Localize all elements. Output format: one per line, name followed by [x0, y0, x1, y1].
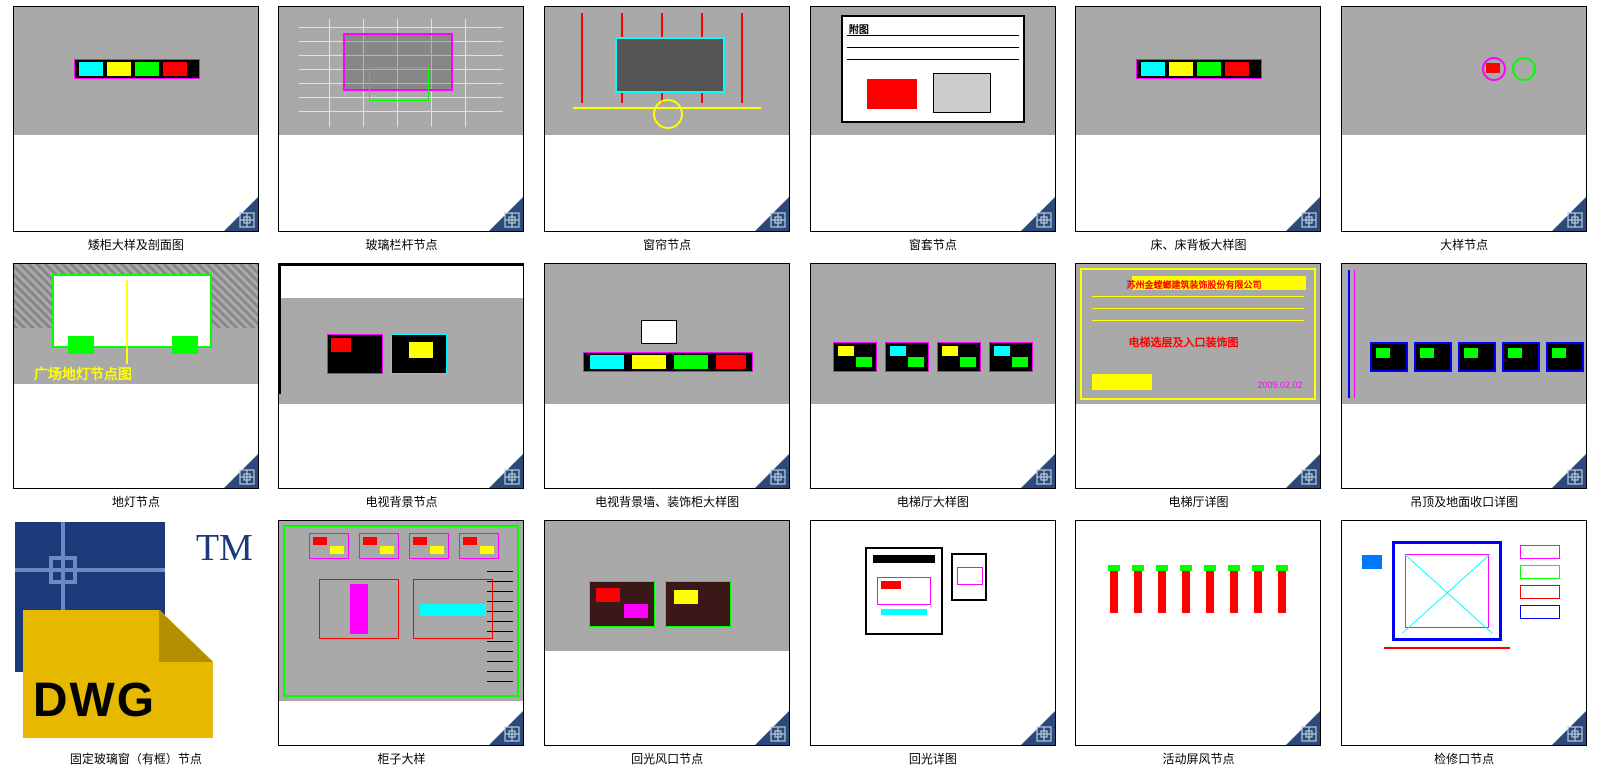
file-label: 矮柜大样及剖面图 [88, 236, 184, 253]
file-item[interactable]: 检修口节点 [1336, 520, 1592, 767]
file-item[interactable]: 大样节点 [1336, 6, 1592, 253]
dwg-badge-icon [1021, 197, 1055, 231]
file-label: 电视背景节点 [365, 493, 437, 510]
dwg-text: DWG [33, 673, 156, 728]
dwg-badge-icon [755, 197, 789, 231]
file-thumbnail[interactable] [1075, 6, 1321, 232]
file-item[interactable]: 柜子大样 [274, 520, 530, 767]
file-label: 固定玻璃窗（有框）节点 [70, 750, 202, 767]
file-label: 窗帘节点 [643, 236, 691, 253]
file-thumbnail[interactable] [544, 520, 790, 746]
file-item[interactable]: 电视背景墙、装饰柜大样图 [539, 263, 795, 510]
file-item[interactable]: 广场地灯节点图 地灯节点 [8, 263, 264, 510]
file-thumbnail[interactable] [278, 6, 524, 232]
file-label: 地灯节点 [112, 493, 160, 510]
file-thumbnail[interactable] [1075, 520, 1321, 746]
file-label: 检修口节点 [1434, 750, 1494, 767]
dwg-badge-icon [1021, 454, 1055, 488]
file-item[interactable]: 窗帘节点 [539, 6, 795, 253]
file-thumbnail[interactable] [278, 520, 524, 746]
file-label: 玻璃栏杆节点 [365, 236, 437, 253]
file-label: 窗套节点 [909, 236, 957, 253]
file-item[interactable]: TM DWG 固定玻璃窗（有框）节点 [8, 520, 264, 767]
file-label: 大样节点 [1440, 236, 1488, 253]
file-thumbnail-grid: 矮柜大样及剖面图 玻璃栏杆节点 窗帘节点 附图 [0, 0, 1600, 773]
file-item[interactable]: 附图 窗套节点 [805, 6, 1061, 253]
file-thumbnail[interactable] [544, 263, 790, 489]
file-thumbnail[interactable] [278, 263, 524, 489]
dwg-badge-icon [1552, 454, 1586, 488]
file-label: 回光详图 [909, 750, 957, 767]
file-item[interactable]: 回光风口节点 [539, 520, 795, 767]
dwg-badge-icon [1552, 711, 1586, 745]
dwg-badge-icon [755, 454, 789, 488]
file-item[interactable]: 电视背景节点 [274, 263, 530, 510]
file-label: 活动屏风节点 [1162, 750, 1234, 767]
file-item[interactable]: 电梯厅大样图 [805, 263, 1061, 510]
tm-label: TM [196, 526, 253, 570]
file-thumbnail[interactable] [1341, 520, 1587, 746]
file-label: 床、床背板大样图 [1150, 236, 1246, 253]
dwg-badge-icon [1286, 711, 1320, 745]
dwg-badge-icon [1286, 454, 1320, 488]
file-thumbnail[interactable] [810, 520, 1056, 746]
dwg-badge-icon [1021, 711, 1055, 745]
file-label: 电梯厅大样图 [897, 493, 969, 510]
dwg-badge-icon [489, 454, 523, 488]
file-item[interactable]: 矮柜大样及剖面图 [8, 6, 264, 253]
dwg-badge-icon [489, 711, 523, 745]
file-thumbnail[interactable] [1341, 6, 1587, 232]
file-thumbnail[interactable] [544, 6, 790, 232]
file-item[interactable]: 活动屏风节点 [1071, 520, 1327, 767]
dwg-badge-icon [1286, 197, 1320, 231]
file-thumbnail[interactable] [810, 263, 1056, 489]
file-label: 吊顶及地面收口详图 [1410, 493, 1518, 510]
file-label: 回光风口节点 [631, 750, 703, 767]
file-label: 电视背景墙、装饰柜大样图 [595, 493, 739, 510]
dwg-badge-icon [1552, 197, 1586, 231]
dwg-badge-icon [224, 454, 258, 488]
dwg-large-icon: TM DWG [13, 520, 259, 746]
file-item[interactable]: 床、床背板大样图 [1071, 6, 1327, 253]
file-thumbnail[interactable] [13, 6, 259, 232]
file-item[interactable]: 吊顶及地面收口详图 [1336, 263, 1592, 510]
file-thumbnail[interactable]: 电梯选层及入口装饰图 2009.02.02 苏州金螳螂建筑装饰股份有限公司 [1075, 263, 1321, 489]
file-item[interactable]: 电梯选层及入口装饰图 2009.02.02 苏州金螳螂建筑装饰股份有限公司 电梯… [1071, 263, 1327, 510]
dwg-badge-icon [489, 197, 523, 231]
file-item[interactable]: 玻璃栏杆节点 [274, 6, 530, 253]
dwg-badge-icon [755, 711, 789, 745]
file-thumbnail[interactable]: 广场地灯节点图 [13, 263, 259, 489]
file-thumbnail[interactable]: 附图 [810, 6, 1056, 232]
file-thumbnail[interactable] [1341, 263, 1587, 489]
file-label: 电梯厅详图 [1168, 493, 1228, 510]
file-label: 柜子大样 [377, 750, 425, 767]
file-item[interactable]: 回光详图 [805, 520, 1061, 767]
dwg-badge-icon [224, 197, 258, 231]
